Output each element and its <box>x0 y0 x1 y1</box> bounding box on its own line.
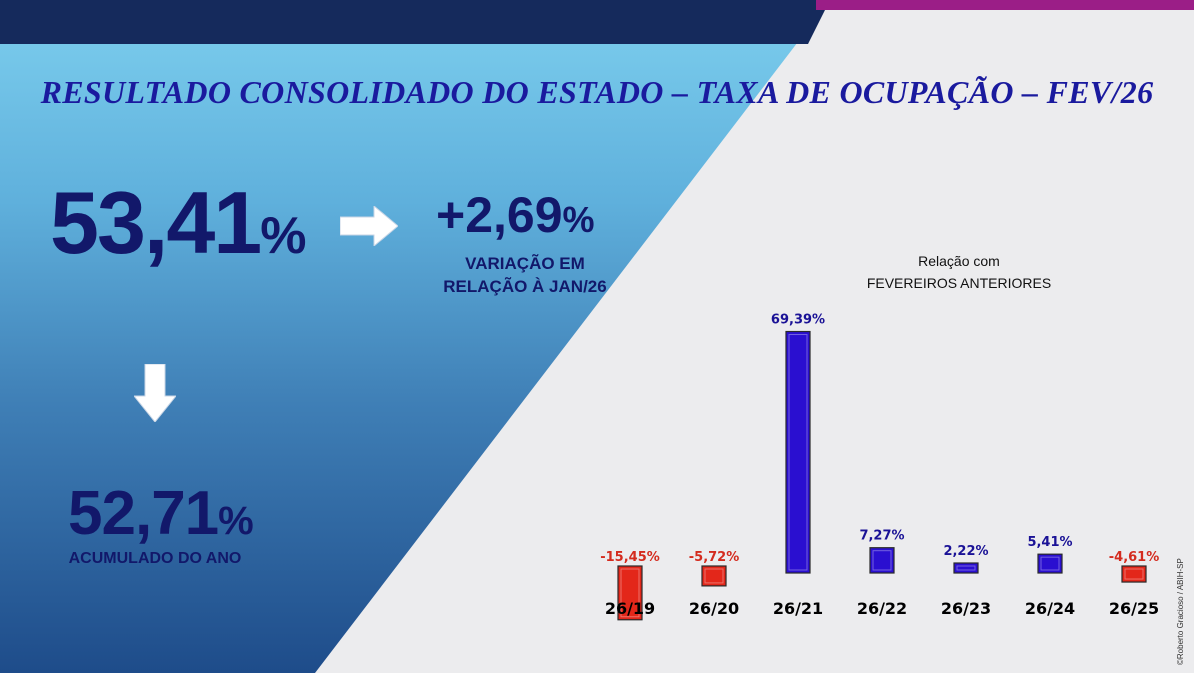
current-occupancy-value: 53,41% <box>50 172 306 274</box>
current-occupancy-unit: % <box>260 207 307 265</box>
bar-bevel-26/25 <box>1124 568 1144 580</box>
category-label-26/25: 26/25 <box>1109 599 1159 618</box>
data-label-26/20: -5,72% <box>689 550 740 565</box>
chart-title-line1: Relação com <box>918 253 1000 269</box>
chart-title: Relação com FEVEREIROS ANTERIORES <box>829 250 1089 294</box>
bar-26/24 <box>1037 553 1063 574</box>
chart-title-line2: FEVEREIROS ANTERIORES <box>866 275 1052 291</box>
data-label-26/25: -4,61% <box>1109 550 1160 565</box>
data-label-26/24: 5,41% <box>1027 535 1072 550</box>
bar-bevel-26/24 <box>1040 556 1060 571</box>
arrow-down-icon <box>134 364 176 422</box>
variation-number: +2,69 <box>436 187 563 243</box>
accumulated-number: 52,71 <box>68 479 219 548</box>
accumulated-label: ACUMULADO DO ANO <box>68 550 242 567</box>
variation-unit: % <box>562 199 595 240</box>
bar-26/23 <box>953 562 979 574</box>
category-label-26/20: 26/20 <box>689 599 739 618</box>
variation-label-line1: VARIAÇÃO EM <box>465 254 585 273</box>
variation-label-line2: RELAÇÃO À JAN/26 <box>443 277 607 296</box>
variation-label: VARIAÇÃO EM RELAÇÃO À JAN/26 <box>420 252 630 298</box>
bar-bevel-26/23 <box>956 565 976 571</box>
category-label-26/19: 26/19 <box>605 599 655 618</box>
category-label-26/23: 26/23 <box>941 599 991 618</box>
bar-26/25 <box>1121 565 1147 583</box>
category-label-26/24: 26/24 <box>1025 599 1075 618</box>
page-title: RESULTADO CONSOLIDADO DO ESTADO – TAXA D… <box>40 74 1154 110</box>
top-banner-dark <box>0 0 830 44</box>
bar-bevel-26/20 <box>704 568 724 584</box>
variation-value: +2,69% <box>436 186 595 244</box>
bar-bevel-26/19 <box>620 568 640 618</box>
arrow-right-icon <box>340 206 398 246</box>
category-label-26/22: 26/22 <box>857 599 907 618</box>
credit-text: ©Roberto Gracioso / ABIH-SP <box>1176 558 1185 665</box>
data-label-26/21: 69,39% <box>771 313 825 328</box>
data-label-26/22: 7,27% <box>859 529 904 544</box>
data-label-26/19: -15,45% <box>600 550 660 565</box>
bar-chart: -15,45% 26/19 -5,72% 26/20 69,39% 26/21 7,27% 2… <box>600 313 1160 621</box>
accumulated-value: 52,71% <box>68 478 254 549</box>
bar-26/19 <box>617 565 643 621</box>
bar-bevel-26/22 <box>872 550 892 571</box>
current-occupancy-number: 53,41 <box>50 173 262 272</box>
bar-26/22 <box>869 547 895 574</box>
bar-26/21 <box>785 330 811 574</box>
category-label-26/21: 26/21 <box>773 599 823 618</box>
accumulated-unit: % <box>218 499 254 543</box>
top-banner-magenta <box>816 0 1194 10</box>
bar-26/20 <box>701 565 727 587</box>
bar-bevel-26/21 <box>788 334 808 571</box>
data-label-26/23: 2,22% <box>943 544 988 559</box>
